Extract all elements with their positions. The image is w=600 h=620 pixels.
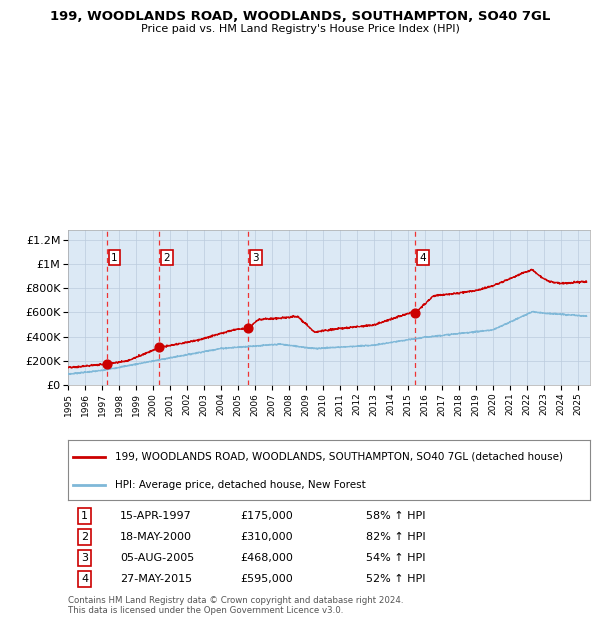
Text: 3: 3 — [81, 553, 88, 563]
Text: 54% ↑ HPI: 54% ↑ HPI — [365, 553, 425, 563]
Point — [410, 308, 420, 318]
Text: 27-MAY-2015: 27-MAY-2015 — [120, 574, 193, 585]
Text: 15-APR-1997: 15-APR-1997 — [120, 511, 192, 521]
Point — [243, 324, 253, 334]
Text: Contains HM Land Registry data © Crown copyright and database right 2024.
This d: Contains HM Land Registry data © Crown c… — [68, 596, 404, 616]
Text: 1: 1 — [111, 253, 118, 263]
Text: 82% ↑ HPI: 82% ↑ HPI — [365, 532, 425, 542]
Text: 52% ↑ HPI: 52% ↑ HPI — [365, 574, 425, 585]
Text: 2: 2 — [164, 253, 170, 263]
Text: 1: 1 — [81, 511, 88, 521]
Text: 2: 2 — [81, 532, 88, 542]
Point — [155, 342, 164, 352]
Text: 4: 4 — [81, 574, 88, 585]
Text: £175,000: £175,000 — [240, 511, 293, 521]
Text: Price paid vs. HM Land Registry's House Price Index (HPI): Price paid vs. HM Land Registry's House … — [140, 24, 460, 34]
Text: £310,000: £310,000 — [240, 532, 293, 542]
Text: 05-AUG-2005: 05-AUG-2005 — [120, 553, 194, 563]
Text: 4: 4 — [419, 253, 426, 263]
Text: 199, WOODLANDS ROAD, WOODLANDS, SOUTHAMPTON, SO40 7GL (detached house): 199, WOODLANDS ROAD, WOODLANDS, SOUTHAMP… — [115, 452, 563, 462]
Text: £595,000: £595,000 — [240, 574, 293, 585]
Text: £468,000: £468,000 — [240, 553, 293, 563]
Text: 58% ↑ HPI: 58% ↑ HPI — [365, 511, 425, 521]
Text: 199, WOODLANDS ROAD, WOODLANDS, SOUTHAMPTON, SO40 7GL: 199, WOODLANDS ROAD, WOODLANDS, SOUTHAMP… — [50, 10, 550, 23]
Point — [102, 359, 112, 369]
Text: HPI: Average price, detached house, New Forest: HPI: Average price, detached house, New … — [115, 480, 366, 490]
Text: 3: 3 — [253, 253, 259, 263]
Text: 18-MAY-2000: 18-MAY-2000 — [120, 532, 192, 542]
